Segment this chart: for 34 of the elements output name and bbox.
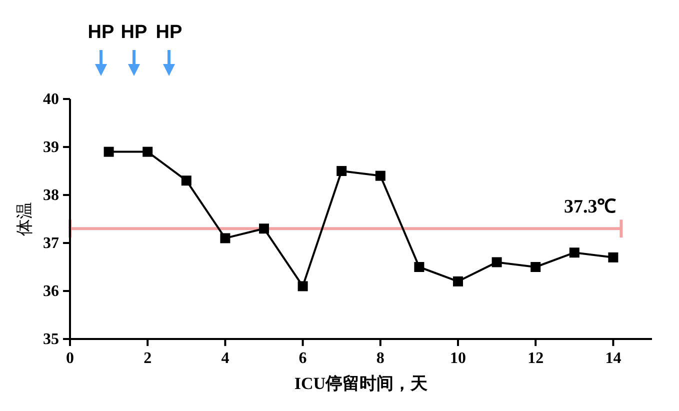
point: [142, 146, 153, 157]
y-tick-label: 39: [43, 139, 59, 156]
y-tick-label: 36: [43, 283, 59, 300]
text: HP: [88, 22, 115, 43]
y-tick-label: 37: [43, 235, 59, 252]
point: [492, 257, 502, 268]
y-axis-title: 体温: [15, 202, 34, 236]
text: HP: [120, 22, 148, 43]
point: [104, 146, 114, 157]
x-tick-label: 4: [221, 350, 230, 367]
point: [181, 176, 192, 186]
y-tick-label: 40: [43, 91, 59, 108]
point: [259, 224, 269, 234]
y-tick-label: 38: [43, 187, 59, 204]
x-tick-label: 14: [605, 350, 622, 367]
x-tick-label: 12: [528, 350, 544, 367]
y-tick-label: 35: [43, 331, 59, 348]
point: [375, 170, 386, 181]
point: [530, 262, 541, 272]
point: [298, 281, 308, 292]
x-tick-label: 6: [298, 350, 307, 367]
point: [414, 262, 424, 272]
x-tick-label: 0: [66, 350, 74, 367]
x-tick-label: 2: [144, 350, 152, 367]
point: [608, 252, 618, 262]
text: HP: [156, 22, 183, 43]
x-axis-title: ICU停留时间，天: [294, 374, 428, 393]
point: [453, 276, 463, 286]
point: [220, 233, 230, 244]
point: [336, 166, 347, 176]
ref-line-label: 37.3℃: [564, 196, 616, 218]
x-tick-label: 10: [450, 350, 466, 367]
point: [569, 248, 580, 258]
x-tick-label: 8: [376, 350, 384, 367]
